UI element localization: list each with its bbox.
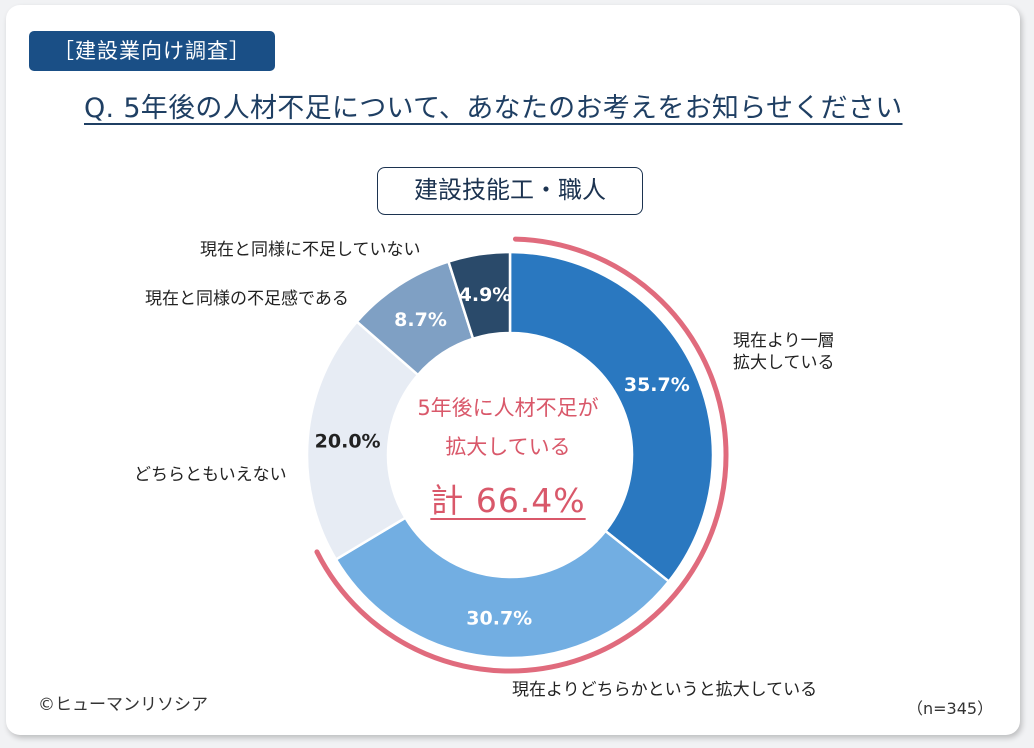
category-label-3: 現在と同様の不足感である — [145, 289, 349, 309]
question-title: Q. 5年後の人材不足について、あなたのお考えをお知らせください — [84, 93, 903, 124]
slice-1 — [334, 516, 671, 660]
value-labels: 35.7% 30.7% 20.0% 8.7% 4.9% — [315, 284, 690, 630]
value-label-0: 35.7% — [624, 374, 690, 396]
slice-4 — [446, 250, 512, 341]
highlight-arc — [314, 236, 729, 674]
category-label-2: どちらともいえない — [134, 465, 287, 485]
center-total-value: 計 66.4% — [430, 481, 586, 520]
donut-slices — [305, 250, 715, 660]
value-label-4: 4.9% — [459, 284, 512, 306]
sample-size: （n=345） — [907, 699, 994, 718]
copyright: ©ヒューマンリソシア — [38, 695, 208, 715]
value-label-1: 30.7% — [466, 608, 532, 630]
value-label-3: 8.7% — [394, 309, 447, 331]
segment-label: 建設技能工・職人 — [377, 167, 643, 215]
center-caption-line1: 5年後に人材不足が — [417, 396, 599, 420]
survey-tag: ［建設業向け調査］ — [29, 31, 275, 71]
slice-2 — [305, 319, 420, 562]
category-label-1: 現在よりどちらかというと拡大している — [512, 680, 818, 700]
category-label-0-line2: 拡大している — [733, 353, 835, 373]
value-label-2: 20.0% — [315, 431, 381, 453]
center-total: 計 66.4% — [385, 478, 631, 524]
center-caption-line2: 拡大している — [445, 435, 571, 459]
category-label-0-line1: 現在より一層 — [733, 331, 835, 351]
category-label-4: 現在と同様に不足していない — [200, 240, 421, 260]
slice-0 — [508, 250, 715, 584]
